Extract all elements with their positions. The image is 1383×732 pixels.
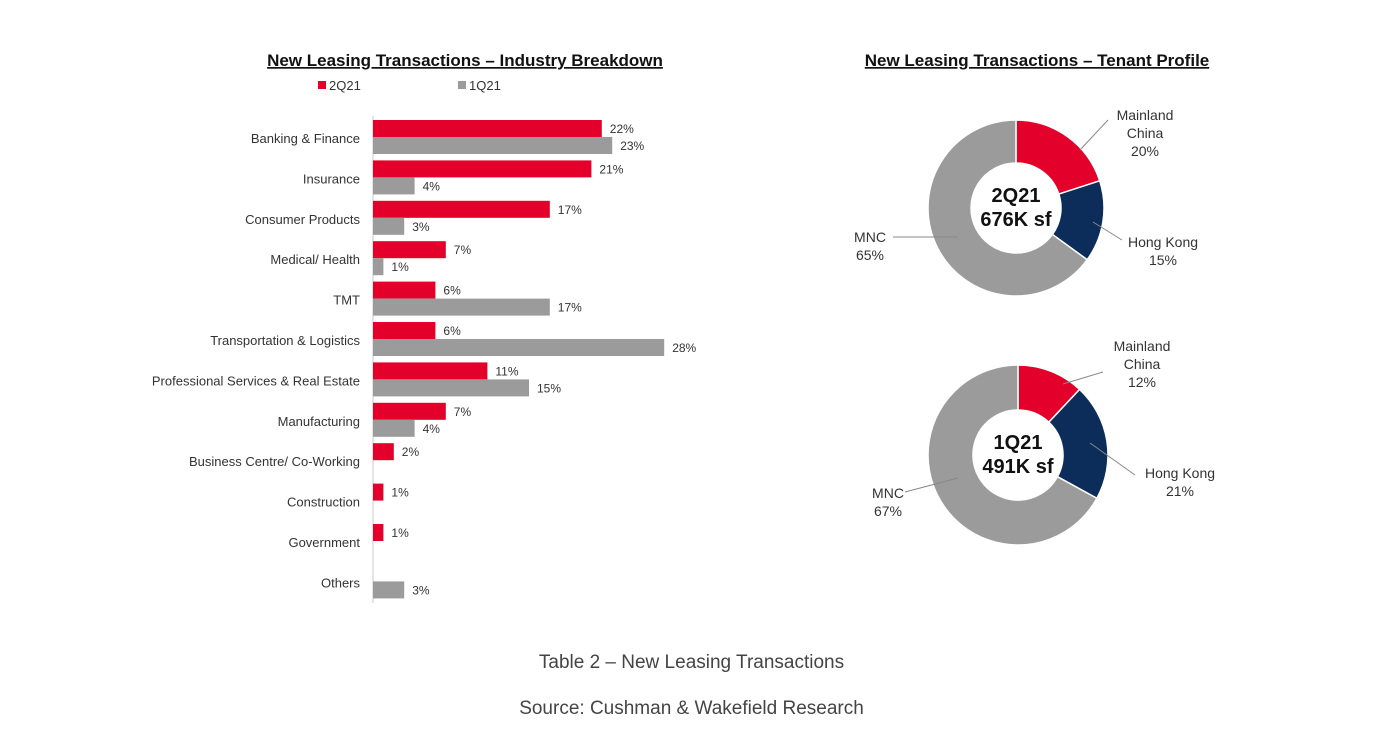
donut-slice-mainland-china xyxy=(1015,119,1101,196)
bar-2q21 xyxy=(373,160,592,178)
donut-slice-value: 67% xyxy=(874,503,902,519)
category-label: Consumer Products xyxy=(245,212,360,227)
bar-value-label-1q21: 15% xyxy=(537,381,561,395)
donut-slice-label-mnc: MNC 67% xyxy=(872,485,904,519)
bar-1q21 xyxy=(373,419,415,437)
donut-leader-line xyxy=(1079,119,1109,151)
bar-1q21 xyxy=(373,137,613,154)
industry-breakdown-chart: New Leasing Transactions – Industry Brea… xyxy=(152,51,697,603)
tenant-profile-donut-2q21: Mainland China 20% Hong Kong 15% MNC 65% 2Q2167… xyxy=(854,107,1198,297)
legend-swatch-2q21 xyxy=(318,81,326,89)
bar-value-label-2q21: 22% xyxy=(610,122,634,136)
category-label: Others xyxy=(321,575,361,590)
bar-value-label-2q21: 7% xyxy=(454,243,472,257)
category-label: Manufacturing xyxy=(278,414,360,429)
bar-2q21 xyxy=(373,120,602,137)
donut-slice-label-mnc: MNC 65% xyxy=(854,229,886,263)
legend-swatch-1q21 xyxy=(458,81,466,89)
donut-slice-value: 12% xyxy=(1128,374,1156,390)
bar-1q21 xyxy=(373,217,405,235)
category-label: Insurance xyxy=(303,171,360,186)
bar-2q21 xyxy=(373,322,436,339)
donut-slice-value: 65% xyxy=(856,247,884,263)
donut-leader-line xyxy=(1089,442,1136,476)
bar-value-label-1q21: 3% xyxy=(412,220,430,234)
bar-value-label-1q21: 4% xyxy=(423,179,441,193)
donut-leader-line xyxy=(1062,371,1104,385)
category-label: Construction xyxy=(287,495,360,510)
bar-2q21 xyxy=(373,524,384,541)
bar-2q21 xyxy=(373,241,446,259)
bar-1q21 xyxy=(373,339,665,356)
bar-value-label-2q21: 11% xyxy=(495,364,518,378)
bar-value-label-1q21: 17% xyxy=(558,301,582,315)
bar-1q21 xyxy=(373,177,415,195)
bar-2q21 xyxy=(373,443,394,461)
category-label: Government xyxy=(288,535,360,550)
bar-value-label-1q21: 3% xyxy=(412,583,430,597)
source-caption: Source: Cushman & Wakefield Research xyxy=(519,698,864,719)
category-label: Medical/ Health xyxy=(270,252,360,267)
bar-1q21 xyxy=(373,379,529,397)
legend-label-1q21: 1Q21 xyxy=(469,78,501,93)
bar-value-label-1q21: 28% xyxy=(672,341,696,355)
donut-slice-label-hong-kong: Hong Kong 21% xyxy=(1145,465,1215,499)
donut-slice-label-hong-kong: Hong Kong 15% xyxy=(1128,234,1198,268)
donut-slice-value: 15% xyxy=(1149,252,1177,268)
donut-slice-value: 21% xyxy=(1166,483,1194,499)
bar-2q21 xyxy=(373,483,384,501)
bar-value-label-2q21: 2% xyxy=(402,445,420,459)
donut-slice-mnc xyxy=(927,364,1098,546)
donut-center-area: 491K sf xyxy=(982,456,1053,478)
bar-1q21 xyxy=(373,581,405,599)
donut-chart-title: New Leasing Transactions – Tenant Profil… xyxy=(865,51,1210,70)
bar-2q21 xyxy=(373,362,488,380)
bar-chart-legend: 2Q21 1Q21 xyxy=(318,78,501,93)
bar-value-label-2q21: 7% xyxy=(454,405,472,419)
donut-slice-value: 20% xyxy=(1131,143,1159,159)
bar-1q21 xyxy=(373,258,384,276)
bar-value-label-2q21: 17% xyxy=(558,203,582,217)
bar-value-label-2q21: 1% xyxy=(391,526,409,540)
donut-leader-line xyxy=(904,477,959,493)
donut-center-period: 1Q21 xyxy=(994,432,1043,454)
table-caption: Table 2 – New Leasing Transactions xyxy=(538,652,845,673)
chart-canvas: New Leasing Transactions – Industry Brea… xyxy=(152,51,1215,603)
category-label: TMT xyxy=(333,293,360,308)
bar-chart-title: New Leasing Transactions – Industry Brea… xyxy=(267,51,663,70)
donut-slice-label-mainland-china: Mainland China 20% xyxy=(1117,107,1174,159)
category-label: Professional Services & Real Estate xyxy=(152,373,360,388)
tenant-profile-donut-1q21: Mainland China 12% Hong Kong 21% MNC 67% 1Q2149… xyxy=(872,338,1215,546)
category-label: Business Centre/ Co-Working xyxy=(189,454,360,469)
bar-2q21 xyxy=(373,402,446,420)
bar-value-label-2q21: 1% xyxy=(391,486,409,500)
bar-value-label-1q21: 23% xyxy=(620,139,644,153)
bar-value-label-1q21: 4% xyxy=(423,422,441,436)
donut-slice-label-mainland-china: Mainland China 12% xyxy=(1114,338,1171,390)
donut-center-period: 2Q21 xyxy=(992,185,1041,207)
bar-value-label-1q21: 1% xyxy=(391,260,409,274)
bar-value-label-2q21: 6% xyxy=(443,324,461,338)
bar-2q21 xyxy=(373,281,436,299)
bar-value-label-2q21: 6% xyxy=(443,284,461,298)
legend-label-2q21: 2Q21 xyxy=(329,78,361,93)
bar-value-label-2q21: 21% xyxy=(599,162,623,176)
donut-center-area: 676K sf xyxy=(980,209,1051,231)
bar-1q21 xyxy=(373,298,550,316)
category-label: Transportation & Logistics xyxy=(210,333,360,348)
donut-slice-mnc xyxy=(927,119,1089,297)
donut-slice-hong-kong xyxy=(1047,388,1109,500)
category-label: Banking & Finance xyxy=(251,131,360,146)
donut-leader-line xyxy=(1092,221,1123,241)
bar-2q21 xyxy=(373,200,550,218)
